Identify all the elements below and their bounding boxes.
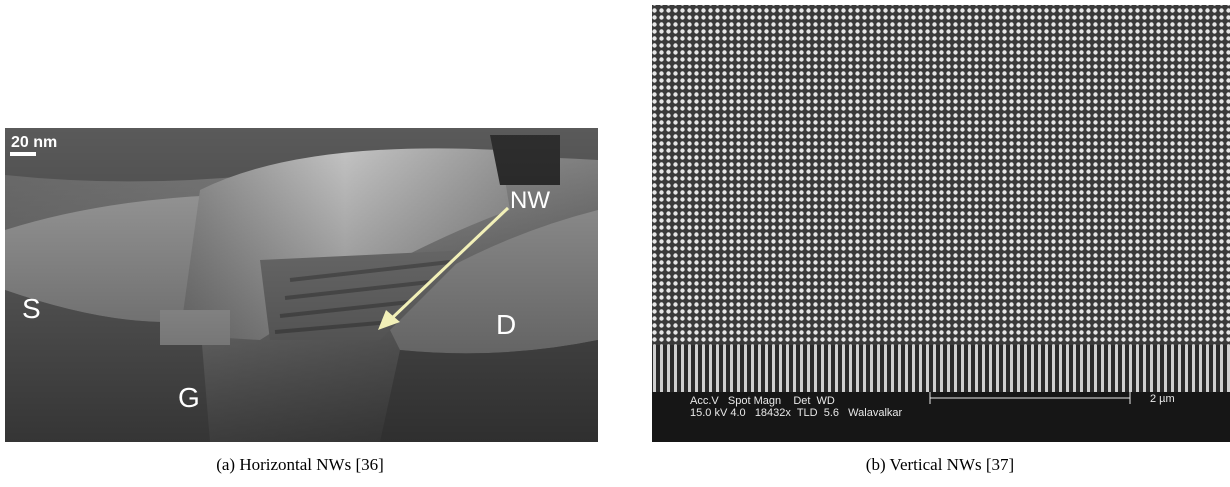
sem-info-values: 15.0 kV 4.0 18432x TLD 5.6 Walavalkar bbox=[690, 407, 903, 419]
gate-label: G bbox=[178, 382, 200, 413]
caption: (a) Horizontal NWs [36] bbox=[216, 455, 384, 474]
drain-label: D bbox=[496, 309, 516, 340]
sem-scale-label: 2 µm bbox=[1150, 393, 1175, 405]
source-label: S bbox=[22, 293, 41, 324]
image-vertical-nw: Acc.V Spot Magn Det WD 15.0 kV 4.0 18432… bbox=[652, 5, 1230, 442]
caption: (b) Vertical NWs [37] bbox=[866, 455, 1014, 474]
sem-info-header: Acc.V Spot Magn Det WD bbox=[690, 395, 835, 407]
nw-label: NW bbox=[510, 187, 550, 214]
image-horizontal-nw: 20 nm NW S G D bbox=[5, 128, 598, 442]
scale-label: 20 nm bbox=[11, 134, 57, 151]
